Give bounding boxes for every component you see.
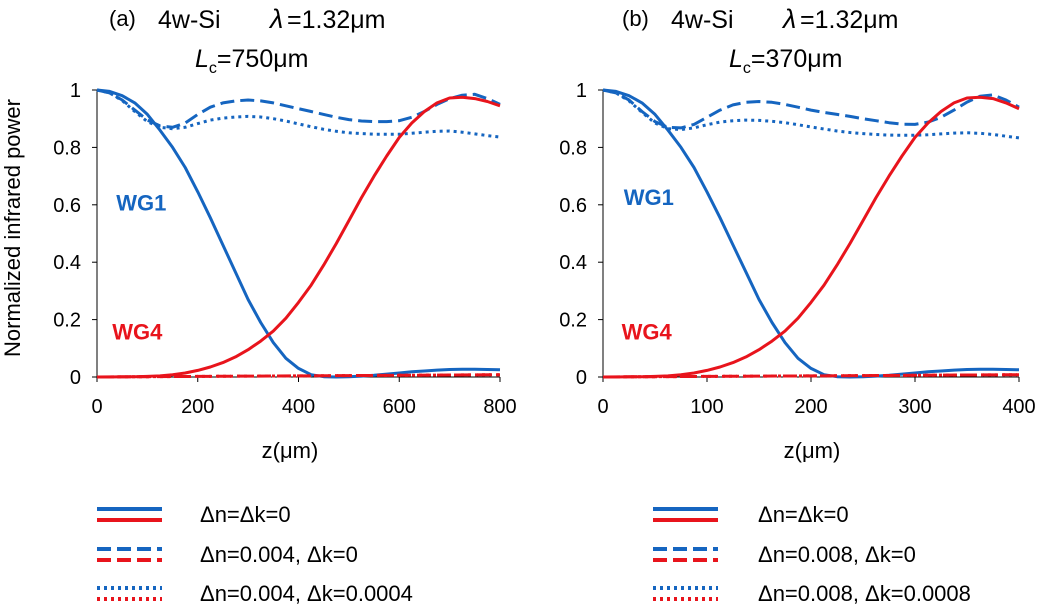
- panel-b-legend-label: Δn=0.008, Δk=0: [758, 542, 916, 567]
- panel-b-x-tick-label: 300: [898, 396, 931, 418]
- panel-a: (a) 4w-Si λ =1.32μm Lc=750μm 00.20.40.60…: [53, 4, 517, 606]
- panel-a-series-wg1-dashed: [96, 88, 501, 129]
- panel-b-lambda-symbol: λ: [781, 4, 796, 34]
- panel-b-x-tick-label: 400: [1002, 396, 1035, 418]
- panel-b-y-tick-label: 0.6: [559, 195, 587, 217]
- panel-a-plot-area: 0 0.2 0.4 0.6 0.8 1 0 200 400 600 800 WG1 WG4: [53, 80, 517, 418]
- panel-a-x-axis-label: z(μm): [262, 438, 319, 463]
- y-axis-label: Normalized infrared power: [0, 99, 25, 357]
- panel-b-plot-area: 0 0.2 0.4 0.6 0.8 1 0 100 200 300 400 WG1 WG4: [559, 80, 1036, 418]
- panel-a-lambda-symbol: λ: [268, 4, 283, 34]
- panel-a-series-wg4-dashed: [96, 373, 501, 379]
- panel-a-lc-main: L: [195, 45, 209, 73]
- panel-b-x-tick-label: 100: [690, 396, 723, 418]
- panel-b-y-tick-label: 0.8: [559, 137, 587, 159]
- panel-a-coupling-length: Lc=750μm: [195, 45, 308, 77]
- panel-b-lc-sub: c: [743, 60, 751, 77]
- panel-b-y-tick-label: 0.2: [559, 310, 587, 332]
- panel-b-x-tick-label: 0: [597, 396, 608, 418]
- panel-b-device: 4w-Si: [671, 6, 734, 34]
- panel-b-y-tick-label: 0: [576, 367, 587, 389]
- panel-a-x-tick-label: 0: [91, 396, 102, 418]
- panel-b-series-wg1-dashed: [602, 88, 1020, 130]
- panel-a-x-tick-label: 600: [383, 396, 416, 418]
- panel-a-legend-label: Δn=0.004, Δk=0: [200, 542, 358, 567]
- panel-b-series-wg1-solid: [602, 88, 1020, 379]
- panel-b-coupling-length: Lc=370μm: [729, 45, 842, 77]
- panel-a-series-wg1-solid: [96, 88, 501, 379]
- panel-a-y-tick-label: 0: [70, 367, 81, 389]
- panel-b-y-tick-label: 0.4: [559, 252, 587, 274]
- panel-b: (b) 4w-Si λ =1.32μm Lc=370μm 00.20.40.60…: [559, 4, 1036, 606]
- panel-a-y-tick-label: 0.8: [53, 137, 81, 159]
- panel-b-series-wg4-dashed: [602, 373, 1020, 379]
- panel-b-x-tick-label: 200: [794, 396, 827, 418]
- panel-b-lc-main: L: [729, 45, 743, 73]
- panel-b-wg1-label: WG1: [624, 185, 674, 210]
- panel-b-legend-label: Δn=Δk=0: [758, 502, 849, 527]
- panel-a-y-tick-label: 0.6: [53, 195, 81, 217]
- panel-a-legend-label: Δn=Δk=0: [200, 502, 291, 527]
- panel-b-lc-value: =370μm: [751, 45, 843, 73]
- panel-a-x-tick-label: 800: [483, 396, 516, 418]
- panel-b-series-wg1-dotted: [602, 88, 1020, 140]
- panel-b-wg4-label: WG4: [622, 320, 673, 345]
- panel-b-x-axis-label: z(μm): [784, 438, 841, 463]
- panel-b-wavelength: =1.32μm: [800, 6, 899, 34]
- panel-a-series-wg1-dotted: [96, 88, 501, 139]
- panel-a-wg4-label: WG4: [112, 320, 163, 345]
- panel-a-tag: (a): [109, 6, 136, 31]
- panel-a-legend-label: Δn=0.004, Δk=0.0004: [200, 581, 413, 606]
- panel-b-tag: (b): [622, 6, 649, 31]
- panel-b-legend-label: Δn=0.008, Δk=0.0008: [758, 581, 971, 606]
- panel-a-y-tick-label: 0.2: [53, 310, 81, 332]
- panel-b-y-tick-label: 1: [576, 80, 587, 102]
- panel-a-device: 4w-Si: [158, 6, 221, 34]
- panel-a-legend: Δn=Δk=0 Δn=0.004, Δk=0 Δn=0.004, Δk=0.0004: [97, 502, 413, 606]
- panel-a-lc-value: =750μm: [217, 45, 309, 73]
- panel-a-y-tick-label: 0.4: [53, 252, 81, 274]
- panel-a-x-tick-label: 400: [282, 396, 315, 418]
- panel-a-x-tick-label: 200: [181, 396, 214, 418]
- panel-a-lc-sub: c: [209, 60, 217, 77]
- panel-a-wg1-label: WG1: [116, 191, 166, 216]
- panel-a-wavelength: =1.32μm: [287, 6, 386, 34]
- panel-a-y-tick-label: 1: [70, 80, 81, 102]
- panel-b-legend: Δn=Δk=0 Δn=0.008, Δk=0 Δn=0.008, Δk=0.0008: [653, 502, 971, 606]
